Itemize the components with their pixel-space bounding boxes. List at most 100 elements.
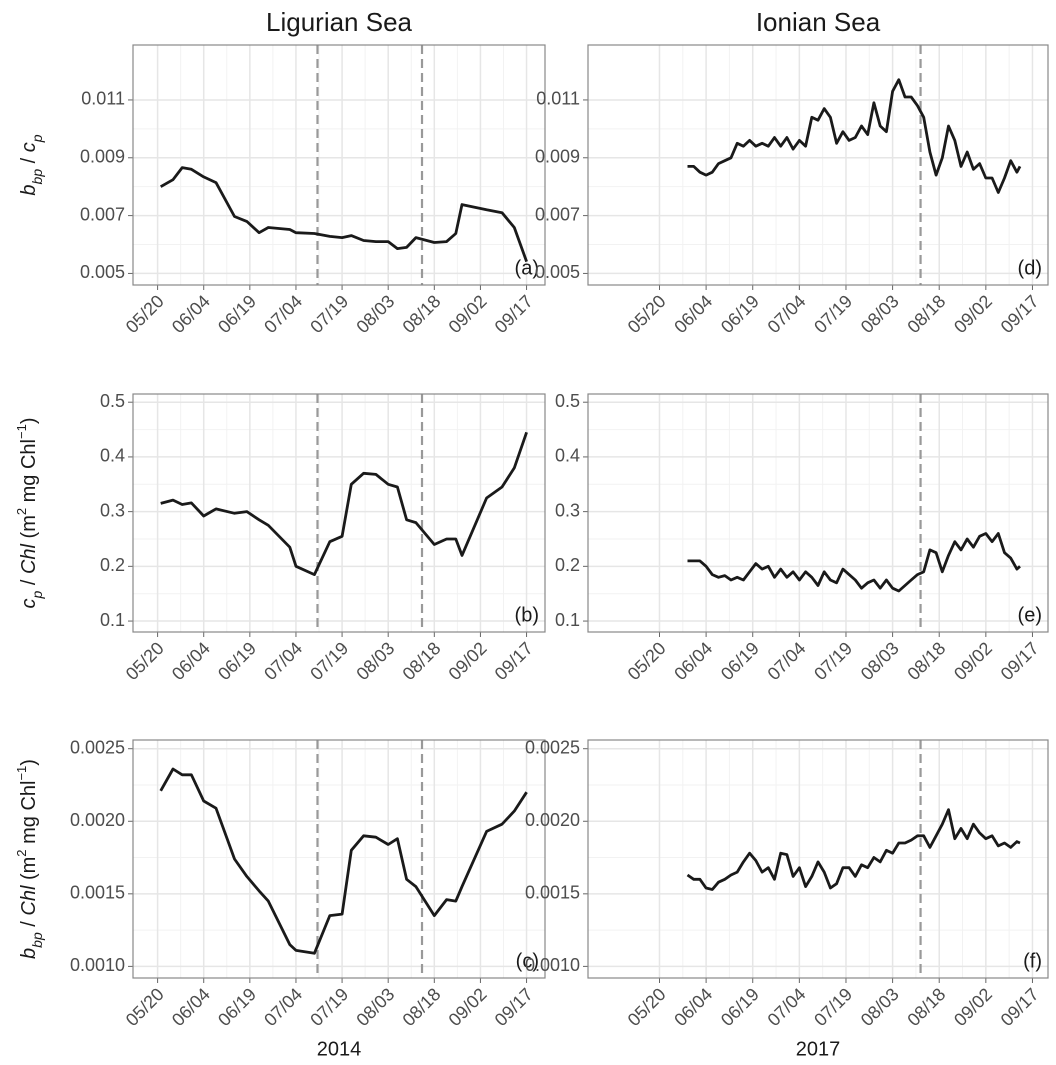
y-tick-label: 0.2 [100,555,125,575]
y-axis-label-part: / [18,574,40,591]
plot-background [133,45,545,285]
x-tick-label: 08/18 [903,638,949,684]
y-axis-label-part: −1 [14,424,29,439]
x-tick-label: 08/03 [352,984,398,1030]
x-tick-label: 08/18 [399,291,445,337]
y-axis-label-part: / [18,916,40,933]
y-tick-label: 0.1 [555,610,580,630]
y-tick-label: 0.2 [555,555,580,575]
data-line [159,767,528,955]
y-tick-label: 0.3 [100,500,125,520]
plot-frame [132,393,546,633]
data-line [687,532,1021,593]
y-tick-label: 0.0025 [525,737,580,757]
y-axis-label-part: c [18,142,40,152]
x-tick-label: 06/04 [168,638,214,684]
x-tick-label: 09/17 [997,291,1043,337]
y-tick-label: 0.0010 [525,955,580,975]
panel-label: (e) [1018,604,1042,626]
y-axis-label-part: ) [18,417,40,424]
plot-background [133,740,545,978]
column-title: Ligurian Sea [266,7,413,37]
y-axis-label-part: / [18,152,40,169]
y-tick-label: 0.4 [100,446,125,466]
x-tick-label: 07/04 [260,291,306,337]
y-axis-label: cp / Chl (m2 mg Chl−1) [14,417,45,608]
y-axis-label-part: 2 [14,508,29,515]
y-axis-label-part: b [18,184,40,195]
x-tick-label: 05/20 [122,638,168,684]
panel-label: (d) [1018,257,1042,279]
x-tick-label: 05/20 [122,984,168,1030]
x-tick-label: 09/02 [950,984,996,1030]
y-axis-label-part: 2 [14,849,29,856]
x-tick-label: 07/04 [260,984,306,1030]
data-line [160,166,528,263]
plot-frame [132,739,546,979]
y-tick-label: 0.3 [555,500,580,520]
y-axis-label: bbp / cp [18,134,44,195]
x-tick-label: 06/04 [168,984,214,1030]
x-tick-label: 09/17 [491,984,537,1030]
y-axis-label-part: p [29,134,45,143]
x-tick-label: 07/04 [764,984,810,1030]
y-axis-label: bbp / Chl (m2 mg Chl−1) [14,759,45,959]
x-tick-label: 09/02 [950,638,996,684]
y-axis-label-part: bp [29,169,45,185]
x-tick-label: 09/02 [445,984,491,1030]
data-line [160,431,528,576]
y-tick-label: 0.005 [80,262,125,282]
x-tick-label: 07/04 [764,291,810,337]
x-tick-label: 05/20 [624,984,670,1030]
x-tick-label: 05/20 [624,291,670,337]
x-tick-label: 09/02 [445,638,491,684]
x-tick-label: 08/18 [903,984,949,1030]
x-axis-label: 2017 [796,1038,841,1060]
x-tick-label: 09/02 [445,291,491,337]
y-axis-label-part: p [29,591,45,600]
x-tick-label: 07/19 [810,291,856,337]
y-tick-label: 0.0020 [525,810,580,830]
x-tick-label: 09/17 [997,638,1043,684]
x-tick-label: 06/19 [214,638,260,684]
x-tick-label: 07/04 [260,638,306,684]
y-tick-label: 0.005 [535,262,580,282]
panel-label: (f) [1023,950,1042,972]
plot-frame [132,44,546,286]
x-tick-label: 08/03 [352,638,398,684]
x-tick-label: 06/19 [717,984,763,1030]
x-tick-label: 05/20 [624,638,670,684]
x-axis-label: 2014 [317,1038,362,1060]
y-tick-label: 0.5 [555,391,580,411]
x-tick-label: 06/19 [717,638,763,684]
column-title: Ionian Sea [756,7,881,37]
x-tick-label: 09/02 [950,291,996,337]
y-axis-label-part: ) [18,759,40,766]
x-tick-label: 09/17 [491,291,537,337]
y-tick-label: 0.0025 [70,737,125,757]
x-tick-label: 06/19 [214,291,260,337]
y-tick-label: 0.5 [100,391,125,411]
x-tick-label: 08/18 [399,638,445,684]
x-tick-label: 07/19 [306,984,352,1030]
x-tick-label: 08/03 [857,984,903,1030]
x-tick-label: 09/17 [491,638,537,684]
x-tick-label: 08/03 [857,638,903,684]
x-tick-label: 06/04 [670,291,716,337]
y-axis-label-part: −1 [14,766,29,781]
plot-background [588,740,1048,978]
y-axis-label-part: c [18,599,40,609]
y-axis-label-part: Chl [18,885,40,916]
x-tick-label: 05/20 [122,291,168,337]
y-tick-label: 0.009 [80,147,125,167]
y-axis-label-part: (m [18,515,40,544]
y-axis-label-part: Chl [18,543,40,574]
y-tick-label: 0.0020 [70,810,125,830]
y-tick-label: 0.1 [100,610,125,630]
panel-label: (c) [516,950,539,972]
y-axis-label-part: mg Chl [18,439,40,508]
panel-label: (b) [515,604,539,626]
y-axis-label-part: (m [18,857,40,886]
plot-background [588,394,1048,632]
